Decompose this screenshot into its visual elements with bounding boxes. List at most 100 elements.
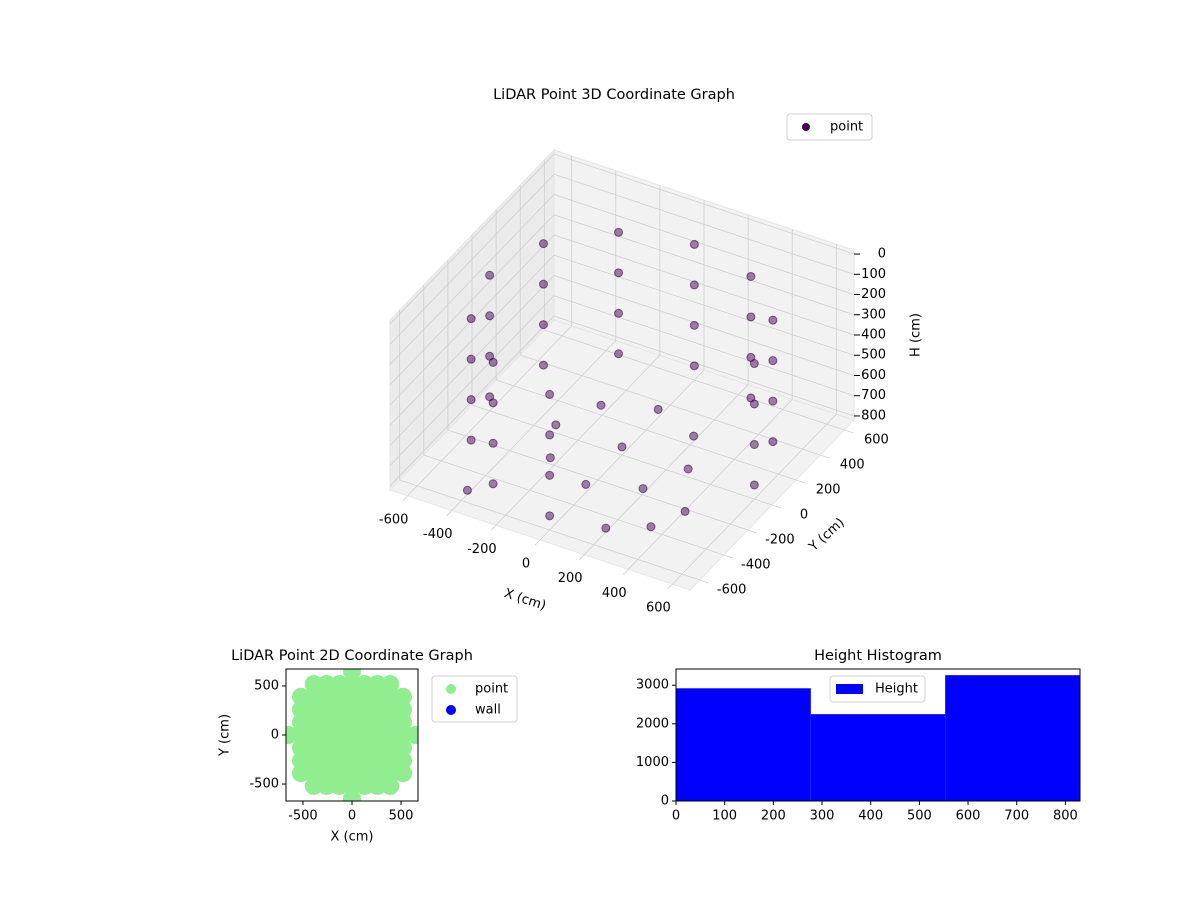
point — [466, 314, 476, 324]
point — [355, 687, 374, 706]
point — [614, 268, 624, 278]
point — [381, 751, 400, 770]
grid-line — [447, 429, 749, 531]
point — [343, 776, 361, 795]
y-axis-label: Y (cm) — [218, 714, 233, 757]
grid-line — [553, 295, 855, 397]
legend-label: point — [475, 682, 508, 697]
plot-area — [676, 675, 1080, 801]
point — [485, 392, 495, 402]
point — [581, 479, 591, 489]
z-tick-label: 300 — [861, 307, 886, 322]
y-tick-label: 0 — [271, 728, 279, 743]
point — [304, 700, 323, 719]
grid-line — [423, 454, 724, 556]
chart-title: Height Histogram — [814, 648, 942, 664]
tick-mark — [446, 510, 453, 516]
y-tick-label: 1000 — [636, 755, 669, 770]
point — [381, 726, 400, 744]
z-tick-label: 800 — [861, 408, 886, 423]
legend-frame — [786, 113, 873, 141]
point — [488, 479, 498, 489]
grid-line — [389, 254, 555, 426]
point — [330, 726, 349, 744]
legend: Height — [829, 675, 926, 703]
y-tick-label: 500 — [254, 678, 279, 693]
point — [614, 349, 624, 359]
point — [551, 420, 561, 430]
z-tick-label: 200 — [861, 287, 886, 302]
point — [683, 464, 693, 474]
point — [545, 430, 555, 440]
legend-marker — [836, 684, 863, 694]
tick-mark — [578, 554, 585, 561]
tick-mark — [795, 479, 806, 484]
point — [488, 438, 498, 448]
point — [538, 360, 548, 370]
point — [292, 764, 311, 783]
legend-label: wall — [475, 703, 501, 718]
point — [355, 751, 374, 770]
grid-line — [553, 214, 855, 316]
point — [317, 675, 336, 694]
point — [317, 776, 336, 795]
grid-line — [544, 329, 845, 431]
grid-line — [553, 194, 855, 295]
point — [355, 776, 374, 795]
legend: point — [786, 113, 873, 141]
grid-line — [553, 234, 855, 336]
point — [330, 675, 349, 694]
point — [646, 522, 656, 532]
point — [466, 435, 476, 445]
point — [368, 751, 387, 770]
point — [343, 764, 361, 783]
point — [368, 764, 387, 783]
point — [746, 271, 756, 281]
point — [304, 713, 323, 732]
grid-line — [389, 153, 555, 325]
chart-title: LiDAR Point 3D Coordinate Graph — [493, 87, 735, 103]
point — [343, 713, 361, 732]
plot-area — [286, 669, 418, 801]
point — [614, 308, 624, 318]
point — [466, 395, 476, 405]
x-tick-label: 400 — [858, 809, 883, 824]
point — [746, 393, 756, 403]
point — [545, 511, 555, 521]
point — [538, 279, 548, 289]
point — [292, 751, 311, 770]
point — [355, 675, 374, 694]
point — [614, 227, 624, 237]
y-tick-label: 0 — [661, 794, 669, 809]
point — [638, 484, 648, 494]
point — [689, 280, 699, 290]
point — [393, 713, 412, 732]
y-tick-label: 400 — [840, 458, 865, 473]
point — [317, 726, 336, 744]
x-tick-label: 300 — [810, 809, 835, 824]
point — [545, 470, 555, 480]
point — [368, 675, 387, 694]
point — [393, 738, 412, 757]
legend-marker — [446, 684, 456, 694]
tick-mark — [534, 539, 541, 546]
tick-mark — [844, 429, 854, 434]
bar — [945, 675, 1080, 801]
x-tick-label: -200 — [467, 542, 497, 557]
z-tick-label: 500 — [861, 348, 886, 363]
chart-title: LiDAR Point 2D Coordinate Graph — [231, 648, 473, 664]
y-tick-label: -200 — [765, 533, 795, 548]
tick-mark — [820, 454, 830, 459]
point — [381, 776, 400, 795]
point — [381, 764, 400, 783]
axes-frame — [675, 668, 1081, 802]
x-tick-label: 600 — [956, 809, 981, 824]
legend: point wall — [431, 675, 518, 723]
point — [292, 687, 311, 706]
point — [368, 726, 387, 744]
tick-mark — [771, 504, 782, 509]
point — [381, 687, 400, 706]
grid-line — [553, 153, 855, 255]
bar — [810, 714, 946, 801]
z-tick-label: 100 — [861, 267, 886, 282]
